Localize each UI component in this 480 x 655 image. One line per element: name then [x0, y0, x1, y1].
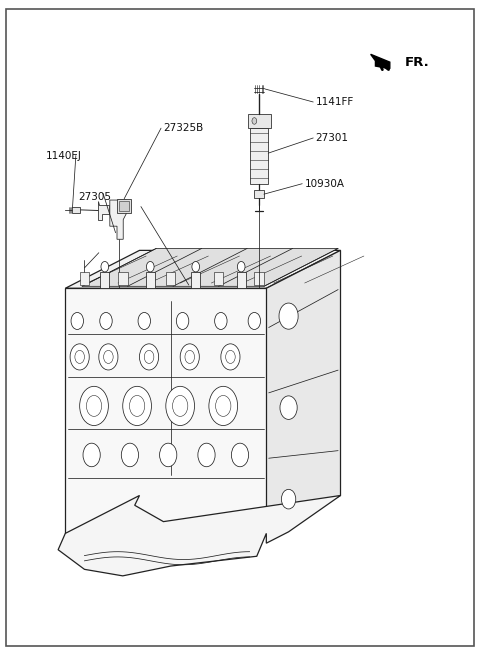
Text: 1140EJ: 1140EJ [46, 151, 82, 160]
Circle shape [231, 443, 249, 467]
Polygon shape [266, 250, 340, 533]
Polygon shape [118, 272, 128, 285]
Circle shape [71, 312, 84, 329]
Polygon shape [192, 272, 200, 288]
Polygon shape [146, 272, 155, 288]
Polygon shape [82, 248, 338, 286]
Circle shape [209, 386, 238, 426]
Circle shape [100, 312, 112, 329]
Circle shape [130, 396, 145, 417]
Circle shape [140, 344, 158, 370]
Circle shape [86, 396, 102, 417]
Polygon shape [98, 201, 109, 219]
Circle shape [238, 261, 245, 272]
Circle shape [146, 261, 154, 272]
Circle shape [104, 350, 113, 364]
Polygon shape [58, 495, 340, 576]
Polygon shape [250, 128, 268, 183]
Circle shape [252, 118, 257, 124]
Polygon shape [80, 272, 89, 285]
Circle shape [70, 344, 89, 370]
Polygon shape [100, 272, 109, 288]
Polygon shape [117, 198, 132, 213]
Polygon shape [65, 288, 266, 533]
Text: 1141FF: 1141FF [316, 97, 354, 107]
Text: 27325B: 27325B [163, 123, 204, 133]
Circle shape [172, 396, 188, 417]
Circle shape [166, 386, 194, 426]
Circle shape [83, 443, 100, 467]
Polygon shape [65, 250, 340, 288]
Circle shape [138, 312, 151, 329]
Circle shape [185, 350, 194, 364]
Text: 10930A: 10930A [305, 179, 345, 189]
Circle shape [101, 261, 108, 272]
Circle shape [123, 386, 152, 426]
Polygon shape [254, 272, 264, 285]
Circle shape [80, 386, 108, 426]
Polygon shape [110, 200, 127, 239]
Circle shape [248, 312, 261, 329]
Circle shape [144, 350, 154, 364]
Circle shape [226, 350, 235, 364]
Text: 27305: 27305 [78, 192, 111, 202]
Polygon shape [119, 201, 130, 210]
Circle shape [280, 396, 297, 419]
Circle shape [159, 443, 177, 467]
Polygon shape [166, 272, 175, 285]
Circle shape [176, 312, 189, 329]
Circle shape [221, 344, 240, 370]
Circle shape [216, 396, 231, 417]
Circle shape [279, 303, 298, 329]
Polygon shape [214, 272, 223, 285]
Circle shape [198, 443, 215, 467]
Circle shape [281, 489, 296, 509]
Polygon shape [254, 190, 264, 198]
Circle shape [180, 344, 199, 370]
Circle shape [99, 344, 118, 370]
Text: FR.: FR. [405, 56, 430, 69]
Polygon shape [371, 54, 390, 69]
Circle shape [192, 261, 200, 272]
Circle shape [215, 312, 227, 329]
Circle shape [75, 350, 84, 364]
Polygon shape [248, 114, 271, 128]
Circle shape [121, 443, 139, 467]
Polygon shape [237, 272, 245, 288]
Text: 27301: 27301 [316, 133, 348, 143]
Polygon shape [72, 206, 80, 213]
